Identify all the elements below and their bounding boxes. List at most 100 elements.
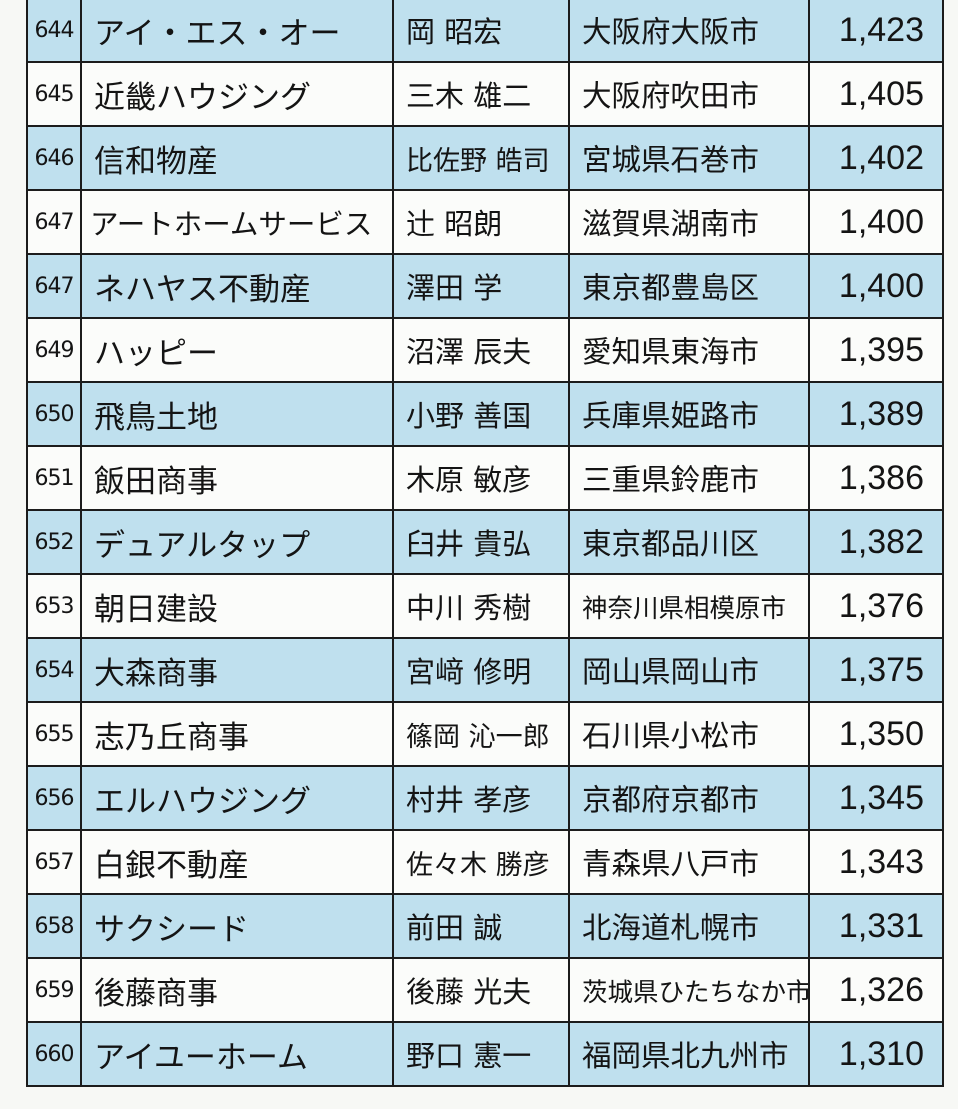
company-cell: アイ・エス・オー	[80, 0, 394, 63]
representative-cell: 三木 雄二	[392, 61, 570, 127]
rank-cell: 649	[26, 317, 82, 383]
value-cell: 1,400	[808, 189, 944, 255]
representative-cell: 木原 敏彦	[392, 445, 570, 511]
rank-cell: 650	[26, 381, 82, 447]
company-cell: 後藤商事	[80, 957, 394, 1023]
table-row: 655 志乃丘商事 篠岡 沁一郎 石川県小松市 1,350	[26, 701, 944, 767]
location-cell: 北海道札幌市	[568, 893, 810, 959]
table-row: 653 朝日建設 中川 秀樹 神奈川県相模原市 1,376	[26, 573, 944, 639]
table-row: 657 白銀不動産 佐々木 勝彦 青森県八戸市 1,343	[26, 829, 944, 895]
representative-cell: 小野 善国	[392, 381, 570, 447]
location-cell: 東京都品川区	[568, 509, 810, 575]
rank-cell: 653	[26, 573, 82, 639]
representative-cell: 澤田 学	[392, 253, 570, 319]
representative-cell: 臼井 貴弘	[392, 509, 570, 575]
value-cell: 1,326	[808, 957, 944, 1023]
location-cell: 岡山県岡山市	[568, 637, 810, 703]
representative-cell: 佐々木 勝彦	[392, 829, 570, 895]
rank-cell: 654	[26, 637, 82, 703]
value-cell: 1,386	[808, 445, 944, 511]
representative-cell: 野口 憲一	[392, 1021, 570, 1087]
table-row: 652 デュアルタップ 臼井 貴弘 東京都品川区 1,382	[26, 509, 944, 575]
value-cell: 1,389	[808, 381, 944, 447]
company-cell: 白銀不動産	[80, 829, 394, 895]
company-cell: デュアルタップ	[80, 509, 394, 575]
company-cell: ハッピー	[80, 317, 394, 383]
company-cell: 飛鳥土地	[80, 381, 394, 447]
representative-cell: 篠岡 沁一郎	[392, 701, 570, 767]
rank-cell: 655	[26, 701, 82, 767]
rank-cell: 647	[26, 253, 82, 319]
table-row: 654 大森商事 宮﨑 修明 岡山県岡山市 1,375	[26, 637, 944, 703]
company-cell: 飯田商事	[80, 445, 394, 511]
representative-cell: 辻 昭朗	[392, 189, 570, 255]
value-cell: 1,382	[808, 509, 944, 575]
representative-cell: 村井 孝彦	[392, 765, 570, 831]
table-row: 656 エルハウジング 村井 孝彦 京都府京都市 1,345	[26, 765, 944, 831]
company-cell: アートホームサービス	[80, 189, 394, 255]
company-cell: 信和物産	[80, 125, 394, 191]
location-cell: 青森県八戸市	[568, 829, 810, 895]
value-cell: 1,345	[808, 765, 944, 831]
table-row: 650 飛鳥土地 小野 善国 兵庫県姫路市 1,389	[26, 381, 944, 447]
table-row: 660 アイユーホーム 野口 憲一 福岡県北九州市 1,310	[26, 1021, 944, 1087]
location-cell: 滋賀県湖南市	[568, 189, 810, 255]
table-row: 659 後藤商事 後藤 光夫 茨城県ひたちなか市 1,326	[26, 957, 944, 1023]
rank-cell: 659	[26, 957, 82, 1023]
rank-cell: 644	[26, 0, 82, 63]
rank-cell: 646	[26, 125, 82, 191]
representative-cell: 前田 誠	[392, 893, 570, 959]
table-row: 647 アートホームサービス 辻 昭朗 滋賀県湖南市 1,400	[26, 189, 944, 255]
company-cell: アイユーホーム	[80, 1021, 394, 1087]
representative-cell: 宮﨑 修明	[392, 637, 570, 703]
company-cell: 志乃丘商事	[80, 701, 394, 767]
rank-cell: 656	[26, 765, 82, 831]
value-cell: 1,405	[808, 61, 944, 127]
table-row: 646 信和物産 比佐野 皓司 宮城県石巻市 1,402	[26, 125, 944, 191]
location-cell: 兵庫県姫路市	[568, 381, 810, 447]
value-cell: 1,343	[808, 829, 944, 895]
location-cell: 神奈川県相模原市	[568, 573, 810, 639]
location-cell: 京都府京都市	[568, 765, 810, 831]
representative-cell: 沼澤 辰夫	[392, 317, 570, 383]
representative-cell: 比佐野 皓司	[392, 125, 570, 191]
company-cell: エルハウジング	[80, 765, 394, 831]
table-row: 645 近畿ハウジング 三木 雄二 大阪府吹田市 1,405	[26, 61, 944, 127]
value-cell: 1,395	[808, 317, 944, 383]
location-cell: 石川県小松市	[568, 701, 810, 767]
value-cell: 1,331	[808, 893, 944, 959]
company-cell: サクシード	[80, 893, 394, 959]
representative-cell: 岡 昭宏	[392, 0, 570, 63]
company-cell: 近畿ハウジング	[80, 61, 394, 127]
table-row: 658 サクシード 前田 誠 北海道札幌市 1,331	[26, 893, 944, 959]
location-cell: 福岡県北九州市	[568, 1021, 810, 1087]
location-cell: 三重県鈴鹿市	[568, 445, 810, 511]
representative-cell: 後藤 光夫	[392, 957, 570, 1023]
rank-cell: 660	[26, 1021, 82, 1087]
table-row: 644 アイ・エス・オー 岡 昭宏 大阪府大阪市 1,423	[26, 0, 944, 63]
ranking-table: 644 アイ・エス・オー 岡 昭宏 大阪府大阪市 1,423 645 近畿ハウジ…	[26, 0, 944, 1087]
value-cell: 1,350	[808, 701, 944, 767]
location-cell: 茨城県ひたちなか市	[568, 957, 810, 1023]
company-cell: 大森商事	[80, 637, 394, 703]
location-cell: 東京都豊島区	[568, 253, 810, 319]
company-cell: ネハヤス不動産	[80, 253, 394, 319]
rank-cell: 658	[26, 893, 82, 959]
representative-cell: 中川 秀樹	[392, 573, 570, 639]
table-row: 649 ハッピー 沼澤 辰夫 愛知県東海市 1,395	[26, 317, 944, 383]
table-row: 651 飯田商事 木原 敏彦 三重県鈴鹿市 1,386	[26, 445, 944, 511]
rank-cell: 657	[26, 829, 82, 895]
location-cell: 宮城県石巻市	[568, 125, 810, 191]
value-cell: 1,400	[808, 253, 944, 319]
location-cell: 愛知県東海市	[568, 317, 810, 383]
value-cell: 1,402	[808, 125, 944, 191]
rank-cell: 651	[26, 445, 82, 511]
value-cell: 1,376	[808, 573, 944, 639]
rank-cell: 645	[26, 61, 82, 127]
location-cell: 大阪府大阪市	[568, 0, 810, 63]
rank-cell: 652	[26, 509, 82, 575]
table-row: 647 ネハヤス不動産 澤田 学 東京都豊島区 1,400	[26, 253, 944, 319]
value-cell: 1,375	[808, 637, 944, 703]
location-cell: 大阪府吹田市	[568, 61, 810, 127]
